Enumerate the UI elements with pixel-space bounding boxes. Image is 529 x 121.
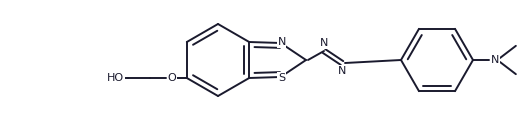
Text: HO: HO	[107, 73, 124, 83]
Text: O: O	[168, 73, 176, 83]
Text: S: S	[278, 73, 285, 83]
Text: N: N	[277, 37, 286, 47]
Text: N: N	[338, 66, 346, 76]
Text: N: N	[491, 55, 499, 65]
Text: N: N	[320, 38, 328, 48]
